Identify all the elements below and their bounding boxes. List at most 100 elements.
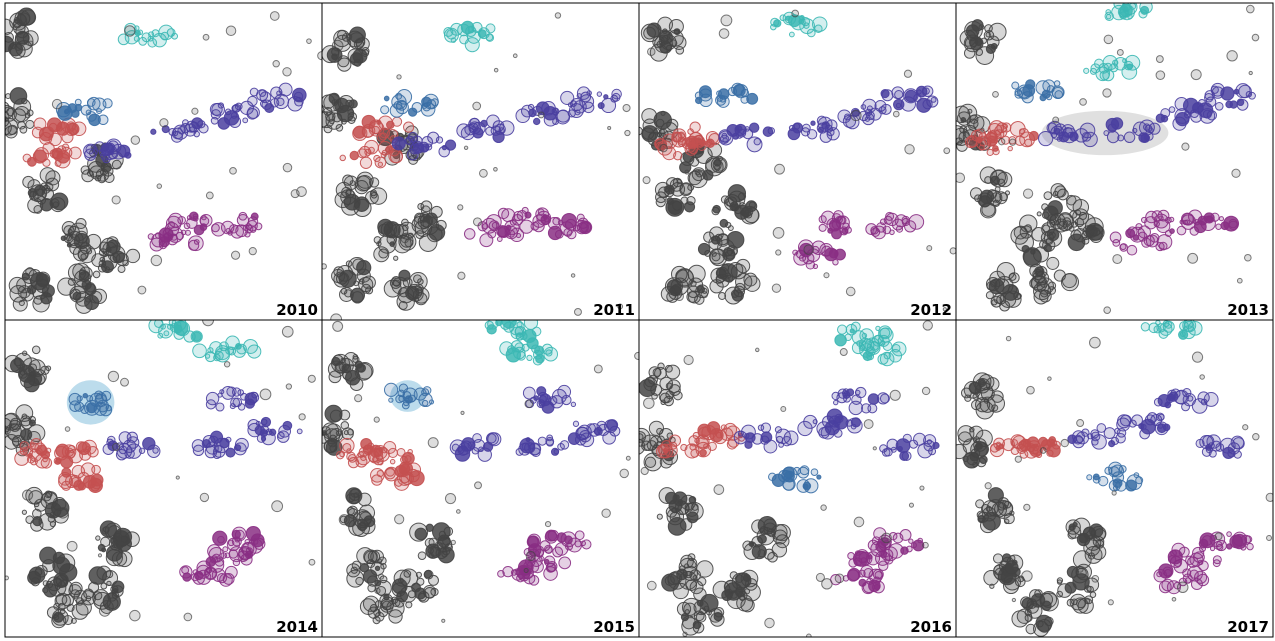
grey-bubble — [1060, 273, 1080, 292]
red-bubble — [690, 448, 700, 458]
grey-bubble — [18, 369, 28, 379]
grey-bubble — [391, 582, 407, 597]
indigo-bubble — [821, 121, 830, 130]
grey-bubble — [98, 604, 111, 617]
grey-bubble — [5, 103, 6, 107]
grey-bubble — [435, 547, 448, 560]
purple-bubble — [1173, 559, 1182, 568]
grey-bubble — [1066, 598, 1075, 607]
grey-bubble — [230, 250, 241, 260]
blue-bubble — [86, 111, 97, 122]
grey-bubble — [1027, 603, 1043, 619]
purple-bubble — [245, 525, 261, 542]
red-bubble — [692, 431, 700, 440]
indigo-bubble — [825, 119, 838, 132]
blue-bubble — [92, 97, 107, 112]
grey-bubble — [1057, 583, 1072, 598]
grey-bubble — [137, 285, 147, 295]
red-bubble — [1008, 136, 1017, 145]
red-bubble — [725, 425, 741, 441]
blue-bubble — [810, 468, 819, 477]
grey-bubble — [1076, 532, 1091, 547]
purple-bubble — [222, 546, 229, 553]
grey-bubble — [644, 456, 657, 468]
teal-bubble — [192, 343, 207, 359]
grey-bubble — [1214, 532, 1223, 541]
panel-2016 — [639, 320, 956, 637]
grey-bubble — [1005, 335, 1012, 342]
grey-bubble — [773, 523, 791, 542]
indigo-bubble — [722, 137, 728, 143]
indigo-bubble — [1220, 86, 1235, 101]
grey-bubble — [92, 270, 101, 279]
grey-bubble — [537, 111, 545, 119]
purple-bubble — [547, 529, 560, 542]
grey-bubble — [1002, 283, 1020, 301]
grey-bubble — [648, 366, 661, 379]
grey-bubble — [684, 169, 690, 175]
red-bubble — [77, 441, 91, 456]
purple-bubble — [576, 213, 585, 222]
purple-bubble — [837, 215, 847, 225]
indigo-bubble — [1155, 113, 1166, 123]
indigo-bubble — [1210, 85, 1219, 94]
grey-bubble — [156, 183, 163, 189]
grey-bubble — [713, 484, 725, 495]
blue-bubble — [395, 394, 404, 404]
blue-bubble — [1011, 81, 1020, 90]
indigo-bubble — [182, 119, 189, 127]
grey-bubble — [660, 399, 666, 406]
grey-bubble — [863, 419, 874, 429]
grey-bubble — [28, 419, 36, 427]
indigo-bubble — [282, 420, 293, 431]
grey-bubble — [1046, 256, 1060, 270]
grey-bubble — [711, 206, 720, 216]
panel-2012 — [639, 3, 956, 320]
red-bubble — [986, 130, 998, 142]
purple-bubble — [554, 229, 564, 239]
grey-bubble — [365, 190, 379, 205]
indigo-bubble — [247, 391, 260, 404]
grey-bubble — [345, 260, 353, 267]
grey-bubble — [54, 592, 71, 610]
red-bubble — [996, 122, 1008, 134]
grey-bubble — [1042, 224, 1051, 233]
grey-bubble — [647, 47, 656, 56]
purple-bubble — [1155, 241, 1165, 252]
grey-bubble — [472, 101, 482, 111]
grey-bubble — [1176, 581, 1189, 594]
indigo-bubble — [261, 436, 267, 442]
grey-bubble — [397, 286, 415, 304]
grey-bubble — [724, 197, 734, 207]
purple-bubble — [230, 224, 244, 239]
grey-bubble — [1067, 233, 1086, 252]
indigo-bubble — [1108, 440, 1116, 448]
red-bubble — [29, 441, 35, 447]
red-bubble — [61, 143, 70, 152]
indigo-bubble — [753, 137, 761, 146]
blue-bubble — [1025, 79, 1036, 90]
grey-bubble — [1056, 213, 1075, 232]
grey-bubble — [129, 609, 141, 622]
red-bubble — [978, 132, 988, 141]
indigo-bubble — [788, 124, 796, 132]
blue-bubble — [398, 383, 409, 393]
grey-bubble — [225, 25, 237, 37]
red-bubble — [54, 458, 62, 465]
grey-bubble — [1231, 168, 1241, 178]
grey-bubble — [1011, 610, 1029, 628]
grey-bubble — [96, 565, 112, 581]
purple-bubble — [497, 225, 511, 238]
grey-bubble — [377, 573, 385, 580]
red-bubble — [68, 146, 82, 160]
panel-2017 — [956, 320, 1273, 637]
grey-bubble — [351, 291, 364, 304]
blue-bubble — [86, 402, 98, 414]
purple-bubble — [868, 579, 881, 593]
grey-bubble — [444, 492, 457, 505]
grey-bubble — [66, 603, 75, 612]
red-bubble — [966, 135, 980, 148]
grey-bubble — [664, 491, 678, 505]
grey-bubble — [330, 313, 343, 320]
teal-bubble — [443, 26, 454, 37]
